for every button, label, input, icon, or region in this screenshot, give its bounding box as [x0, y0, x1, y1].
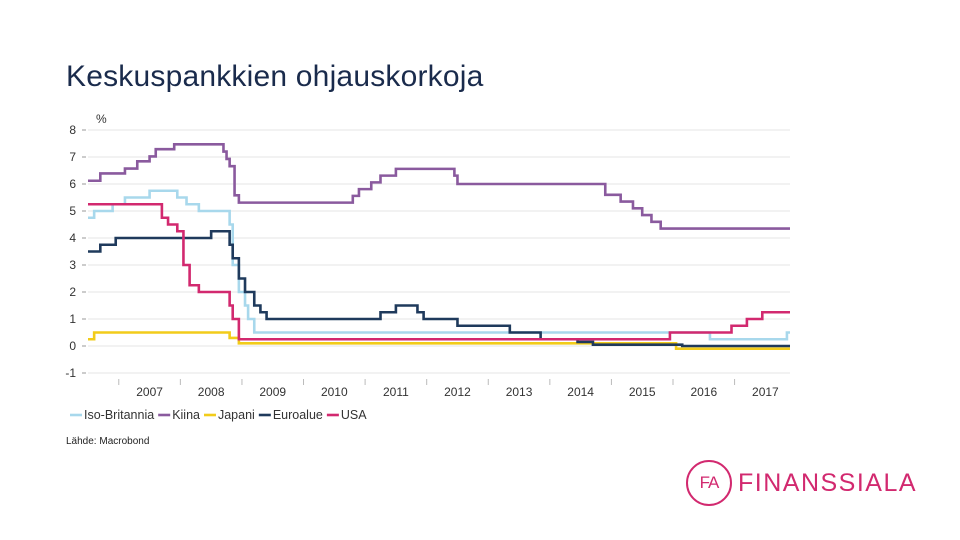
- legend-entry: USA: [341, 408, 367, 422]
- series-line-japani: [88, 331, 790, 350]
- y-tick-label: 6: [69, 177, 76, 191]
- series-line-euroalue: [88, 229, 790, 348]
- x-tick-label: 2008: [198, 385, 225, 399]
- y-tick-label: 0: [69, 339, 76, 353]
- slide-title: Keskuspankkien ohjauskorkoja: [66, 60, 484, 93]
- y-tick-label: 3: [69, 258, 76, 272]
- x-tick-label: 2007: [136, 385, 163, 399]
- x-tick-label: 2017: [752, 385, 779, 399]
- legend-entry: Euroalue: [273, 408, 323, 422]
- y-tick-label: 8: [69, 123, 76, 137]
- y-tick-label: -1: [65, 366, 76, 380]
- series-line-kiina: [88, 143, 790, 230]
- x-tick-label: 2016: [690, 385, 717, 399]
- y-axis-unit-label: %: [96, 112, 107, 126]
- x-tick-label: 2015: [629, 385, 656, 399]
- x-tick-label: 2010: [321, 385, 348, 399]
- x-tick-label: 2011: [383, 385, 409, 399]
- y-tick-label: 2: [69, 285, 76, 299]
- x-tick-label: 2014: [567, 385, 594, 399]
- logo-wordmark: FINANSSIALA: [738, 468, 918, 497]
- finanssiala-logo: FA FINANSSIALA: [686, 460, 917, 506]
- x-tick-label: 2013: [506, 385, 533, 399]
- x-tick-label: 2012: [444, 385, 471, 399]
- fa-logo-mark: FA: [686, 460, 732, 506]
- y-tick-label: 7: [69, 150, 76, 164]
- y-tick-label: 1: [69, 312, 76, 326]
- y-tick-label: 5: [69, 204, 76, 218]
- legend-entry: Iso-Britannia: [84, 408, 154, 422]
- y-tick-label: 4: [69, 231, 76, 245]
- legend-entry: Japani: [218, 408, 255, 422]
- x-tick-label: 2009: [259, 385, 286, 399]
- source-note: Lähde: Macrobond: [66, 436, 150, 447]
- series-line-usa: [88, 202, 790, 341]
- legend-entry: Kiina: [172, 408, 200, 422]
